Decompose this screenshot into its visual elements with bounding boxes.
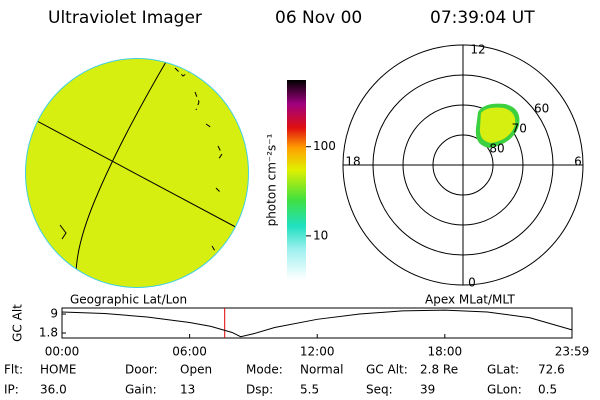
status-value: 13 bbox=[180, 383, 195, 397]
x-tick-label: 12:00 bbox=[300, 345, 335, 359]
status-value: Normal bbox=[300, 363, 343, 377]
status-value: 2.8 Re bbox=[420, 363, 458, 377]
lat-label: 70 bbox=[512, 121, 527, 135]
y-tick-label: 1.8 bbox=[39, 326, 58, 340]
lat-label: 80 bbox=[489, 141, 504, 155]
time: 07:39:04 UT bbox=[430, 8, 535, 28]
status-value: 72.6 bbox=[538, 363, 565, 377]
status-value: HOME bbox=[40, 363, 76, 377]
status-value: Open bbox=[180, 363, 212, 377]
status-label: GLat: bbox=[487, 363, 519, 377]
image-disk bbox=[25, 58, 249, 288]
status-label: Dsp: bbox=[246, 383, 273, 397]
status-label: Gain: bbox=[125, 383, 157, 397]
status-value: 0.5 bbox=[538, 383, 557, 397]
y-tick-label: 9 bbox=[50, 307, 58, 321]
status-label: Mode: bbox=[246, 363, 283, 377]
x-tick-label: 06:00 bbox=[172, 345, 207, 359]
status-value: 36.0 bbox=[40, 383, 67, 397]
colorbar bbox=[287, 80, 306, 280]
date: 06 Nov 00 bbox=[275, 8, 362, 28]
colorbar-tick-label: 10 bbox=[313, 228, 328, 242]
x-tick-label: 00:00 bbox=[45, 345, 80, 359]
lat-label: 60 bbox=[534, 101, 549, 115]
colorbar-label: photon cm⁻²s⁻¹ bbox=[265, 133, 279, 226]
x-tick-label: 23:59 bbox=[555, 345, 590, 359]
status-label: GC Alt: bbox=[366, 363, 408, 377]
mlt-label: 18 bbox=[345, 155, 360, 169]
right-title: Apex MLat/MLT bbox=[425, 293, 515, 307]
mlt-label: 6 bbox=[574, 155, 582, 169]
alt-line bbox=[61, 309, 573, 338]
y-axis-label: GC Alt bbox=[11, 304, 25, 342]
status-label: Seq: bbox=[366, 383, 393, 397]
status-value: 39 bbox=[420, 383, 435, 397]
x-tick-label: 18:00 bbox=[428, 345, 463, 359]
left-title: Geographic Lat/Lon bbox=[70, 293, 187, 307]
mlt-label: 0 bbox=[468, 276, 476, 290]
alt-plot-frame bbox=[61, 307, 573, 339]
status-label: GLon: bbox=[487, 383, 522, 397]
title: Ultraviolet Imager bbox=[48, 8, 202, 28]
status-label: IP: bbox=[4, 383, 19, 397]
colorbar-tick-label: 100 bbox=[313, 139, 336, 153]
mlt-label: 12 bbox=[470, 43, 485, 57]
status-label: Door: bbox=[125, 363, 158, 377]
status-label: Flt: bbox=[4, 363, 23, 377]
status-value: 5.5 bbox=[300, 383, 319, 397]
